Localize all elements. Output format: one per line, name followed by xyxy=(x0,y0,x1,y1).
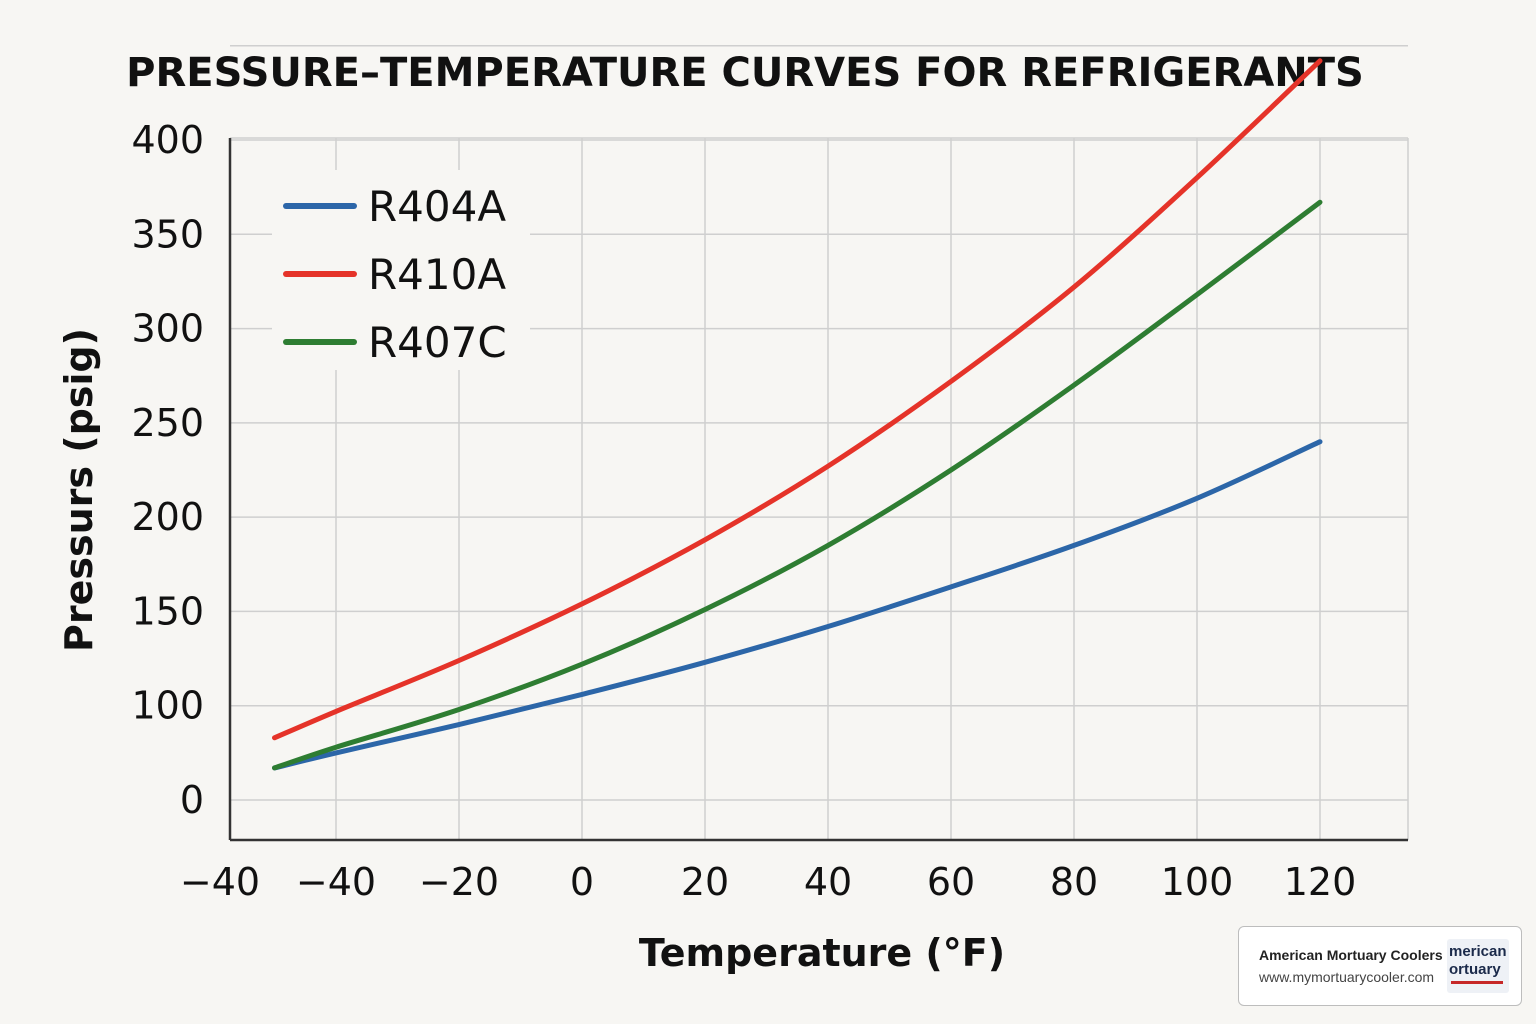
legend-label-r407c: R407C xyxy=(368,318,507,367)
x-tick-label: 40 xyxy=(804,860,852,904)
logo-accent-bar xyxy=(1451,981,1503,984)
axes xyxy=(228,138,1408,842)
company-logo: merican ortuary xyxy=(1447,939,1509,993)
x-tick-label: 0 xyxy=(570,860,594,904)
series-lines xyxy=(272,58,1323,771)
y-tick-labels: 0 100 150 200 250 300 350 400 xyxy=(131,118,204,822)
logo-text-line2: ortuary xyxy=(1449,961,1501,978)
grid xyxy=(230,44,1409,840)
x-axis-label: Temperature (°F) xyxy=(639,931,1005,975)
watermark-name: American Mortuary Coolers xyxy=(1259,947,1443,963)
x-tick-label: 60 xyxy=(927,860,975,904)
x-tick-label: 20 xyxy=(681,860,729,904)
legend-label-r404a: R404A xyxy=(368,182,506,231)
chart-title: PRESSURE–TEMPERATURE CURVES FOR REFRIGER… xyxy=(126,50,1364,96)
series-line-r404a xyxy=(272,439,1323,771)
x-tick-label: 80 xyxy=(1050,860,1098,904)
watermark-url: www.mymortuarycooler.com xyxy=(1259,969,1435,985)
x-tick-label: −20 xyxy=(419,860,499,904)
x-tick-label: −40 xyxy=(296,860,376,904)
y-tick-label: 100 xyxy=(131,684,204,728)
watermark-badge: American Mortuary Coolers www.mymortuary… xyxy=(1238,926,1522,1006)
series-line-r407c xyxy=(272,199,1323,771)
logo-text-line1: merican xyxy=(1449,943,1507,960)
y-tick-label: 150 xyxy=(131,589,204,633)
legend-label-r410a: R410A xyxy=(368,250,506,299)
legend: R404A R410A R407C xyxy=(272,170,530,370)
y-tick-label: 300 xyxy=(131,307,204,351)
y-tick-label: 250 xyxy=(131,401,204,445)
series-line-r410a xyxy=(272,58,1323,741)
x-tick-label: 100 xyxy=(1161,860,1234,904)
x-tick-label: 120 xyxy=(1284,860,1357,904)
y-axis-label: Pressurs (psig) xyxy=(57,328,101,652)
x-tick-labels: −40 −40 −20 0 20 40 60 80 100 120 xyxy=(180,860,1356,904)
y-tick-label: 350 xyxy=(131,212,204,256)
x-tick-label: −40 xyxy=(180,860,260,904)
y-tick-label: 400 xyxy=(131,118,204,162)
y-tick-label: 200 xyxy=(131,495,204,539)
y-tick-label: 0 xyxy=(180,778,204,822)
